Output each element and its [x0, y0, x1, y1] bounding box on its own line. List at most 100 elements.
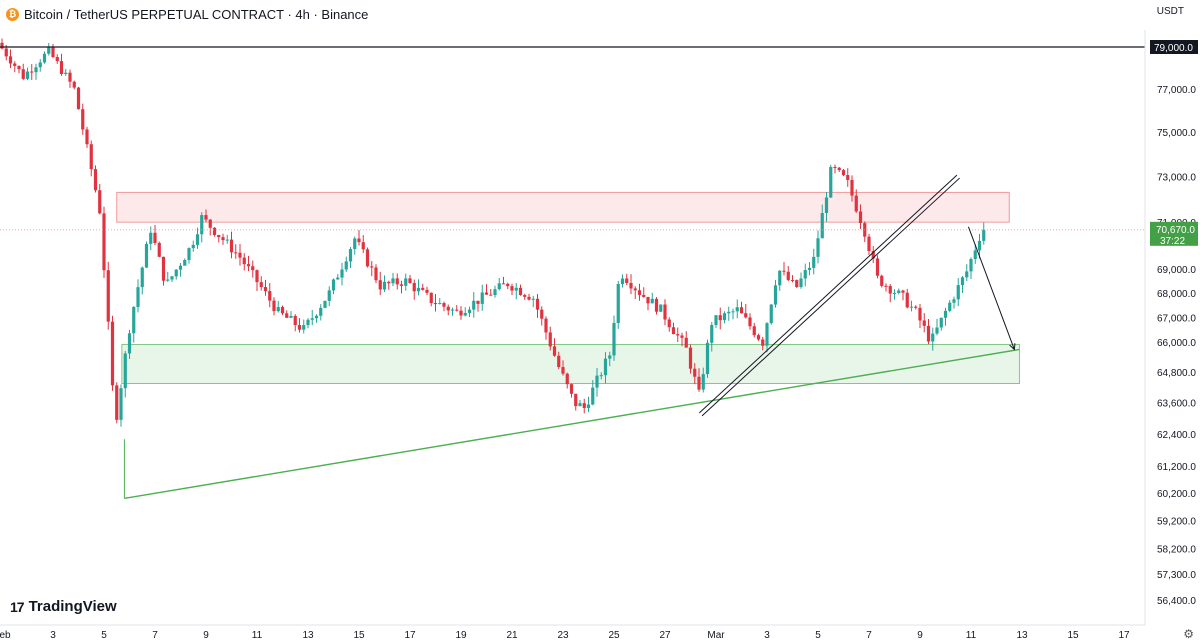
- candle-body: [671, 327, 676, 335]
- candle-body: [85, 129, 89, 145]
- time-tick-label: 3: [764, 630, 770, 641]
- candle-body: [761, 339, 765, 346]
- candle-body: [642, 294, 646, 297]
- candle-body: [234, 252, 238, 254]
- candle-body: [888, 286, 892, 294]
- candle-body: [268, 291, 272, 301]
- candle-body: [926, 325, 931, 342]
- candle-body: [833, 167, 837, 169]
- candle-body: [293, 315, 297, 326]
- candle-body: [982, 229, 986, 241]
- candle-body: [650, 298, 654, 304]
- candle-body: [574, 393, 578, 407]
- candle-body: [4, 48, 8, 57]
- price-axis[interactable]: 77,000.075,000.073,000.071,000.069,000.0…: [1150, 40, 1198, 607]
- candle-body: [697, 376, 701, 390]
- time-tick-label: 13: [302, 630, 314, 641]
- candle-body: [795, 280, 799, 287]
- candle-body: [603, 358, 608, 376]
- candle-body: [875, 258, 880, 276]
- candle-body: [850, 179, 854, 196]
- candle-body: [518, 287, 523, 296]
- candle-body: [773, 285, 778, 305]
- candle-body: [663, 304, 667, 320]
- time-tick-label: Mar: [707, 630, 725, 641]
- candle-body: [280, 307, 285, 314]
- candle-body: [195, 234, 200, 245]
- candle-body: [880, 275, 884, 286]
- candle-body: [705, 342, 710, 375]
- candle-body: [493, 289, 497, 296]
- price-tick-label: 67,000.0: [1157, 313, 1196, 324]
- price-tick-label: 60,200.0: [1157, 489, 1196, 500]
- candle-body: [161, 256, 166, 281]
- candle-body: [438, 303, 442, 305]
- candle-body: [790, 279, 795, 281]
- candle-body: [98, 190, 102, 214]
- price-tick-label: 57,300.0: [1157, 570, 1196, 581]
- candle-body: [608, 355, 612, 359]
- time-axis[interactable]: Feb 3 5 7 9 11 13 15 17 19 21 23 25 27 Mar 3 5 7 9 11 13 15 17: [0, 630, 1130, 641]
- candle-body: [246, 264, 251, 267]
- candle-body: [106, 270, 110, 322]
- candle-body: [450, 309, 455, 311]
- candle-body: [191, 244, 195, 249]
- candle-body: [659, 304, 663, 312]
- price-tick-label: 77,000.0: [1157, 85, 1196, 96]
- currency-label[interactable]: USDT: [1156, 6, 1184, 17]
- ascending-support-line: [124, 348, 1020, 500]
- candle-body: [115, 385, 119, 420]
- candle-body: [404, 278, 408, 286]
- candle-body: [344, 261, 348, 270]
- candle-body: [357, 238, 361, 243]
- candle-body: [960, 277, 965, 286]
- candle-body: [540, 309, 544, 319]
- candle-body: [544, 318, 548, 333]
- candle-body: [306, 319, 310, 326]
- bar-countdown-label: 37:22: [1160, 236, 1185, 247]
- candle-body: [680, 335, 684, 338]
- candle-body: [370, 266, 374, 268]
- candle-body: [977, 240, 982, 251]
- time-tick-label: 5: [815, 630, 821, 641]
- candle-body: [586, 404, 591, 408]
- time-tick-label: 19: [455, 630, 467, 641]
- candle-body: [47, 46, 51, 54]
- time-tick-label: 7: [866, 630, 872, 641]
- candle-body: [922, 320, 926, 326]
- candle-body: [582, 403, 586, 408]
- broken-rising-channel-lower: [699, 174, 958, 414]
- candle-body: [467, 309, 472, 313]
- candle-body: [378, 280, 382, 290]
- symbol-header[interactable]: ₿ Bitcoin / TetherUS PERPETUAL CONTRACT …: [6, 5, 368, 23]
- candle-body: [909, 306, 914, 308]
- candle-body: [782, 270, 786, 272]
- candle-body: [76, 87, 81, 110]
- candle-body: [892, 292, 897, 294]
- candle-body: [629, 282, 633, 289]
- time-tick-label: Feb: [0, 630, 11, 641]
- candle-body: [858, 211, 863, 224]
- candle-body: [251, 266, 255, 271]
- candle-body: [455, 309, 459, 311]
- broken-rising-channel-upper: [701, 177, 960, 417]
- candle-body: [722, 313, 727, 321]
- price-tick-label: 73,000.0: [1157, 173, 1196, 184]
- candle-body: [382, 281, 387, 290]
- candle-body: [752, 326, 756, 336]
- candle-body: [166, 279, 170, 281]
- candle-body: [718, 315, 722, 321]
- candle-body: [289, 315, 293, 318]
- candle-body: [183, 259, 187, 266]
- candle-body: [374, 267, 378, 281]
- candle-body: [42, 53, 47, 63]
- candle-body: [463, 312, 467, 316]
- candle-body: [200, 215, 204, 235]
- candle-body: [255, 270, 259, 283]
- candle-body: [144, 243, 149, 268]
- candle-body: [620, 278, 625, 285]
- candle-body: [217, 235, 221, 238]
- gear-icon[interactable]: ⚙: [1183, 627, 1194, 641]
